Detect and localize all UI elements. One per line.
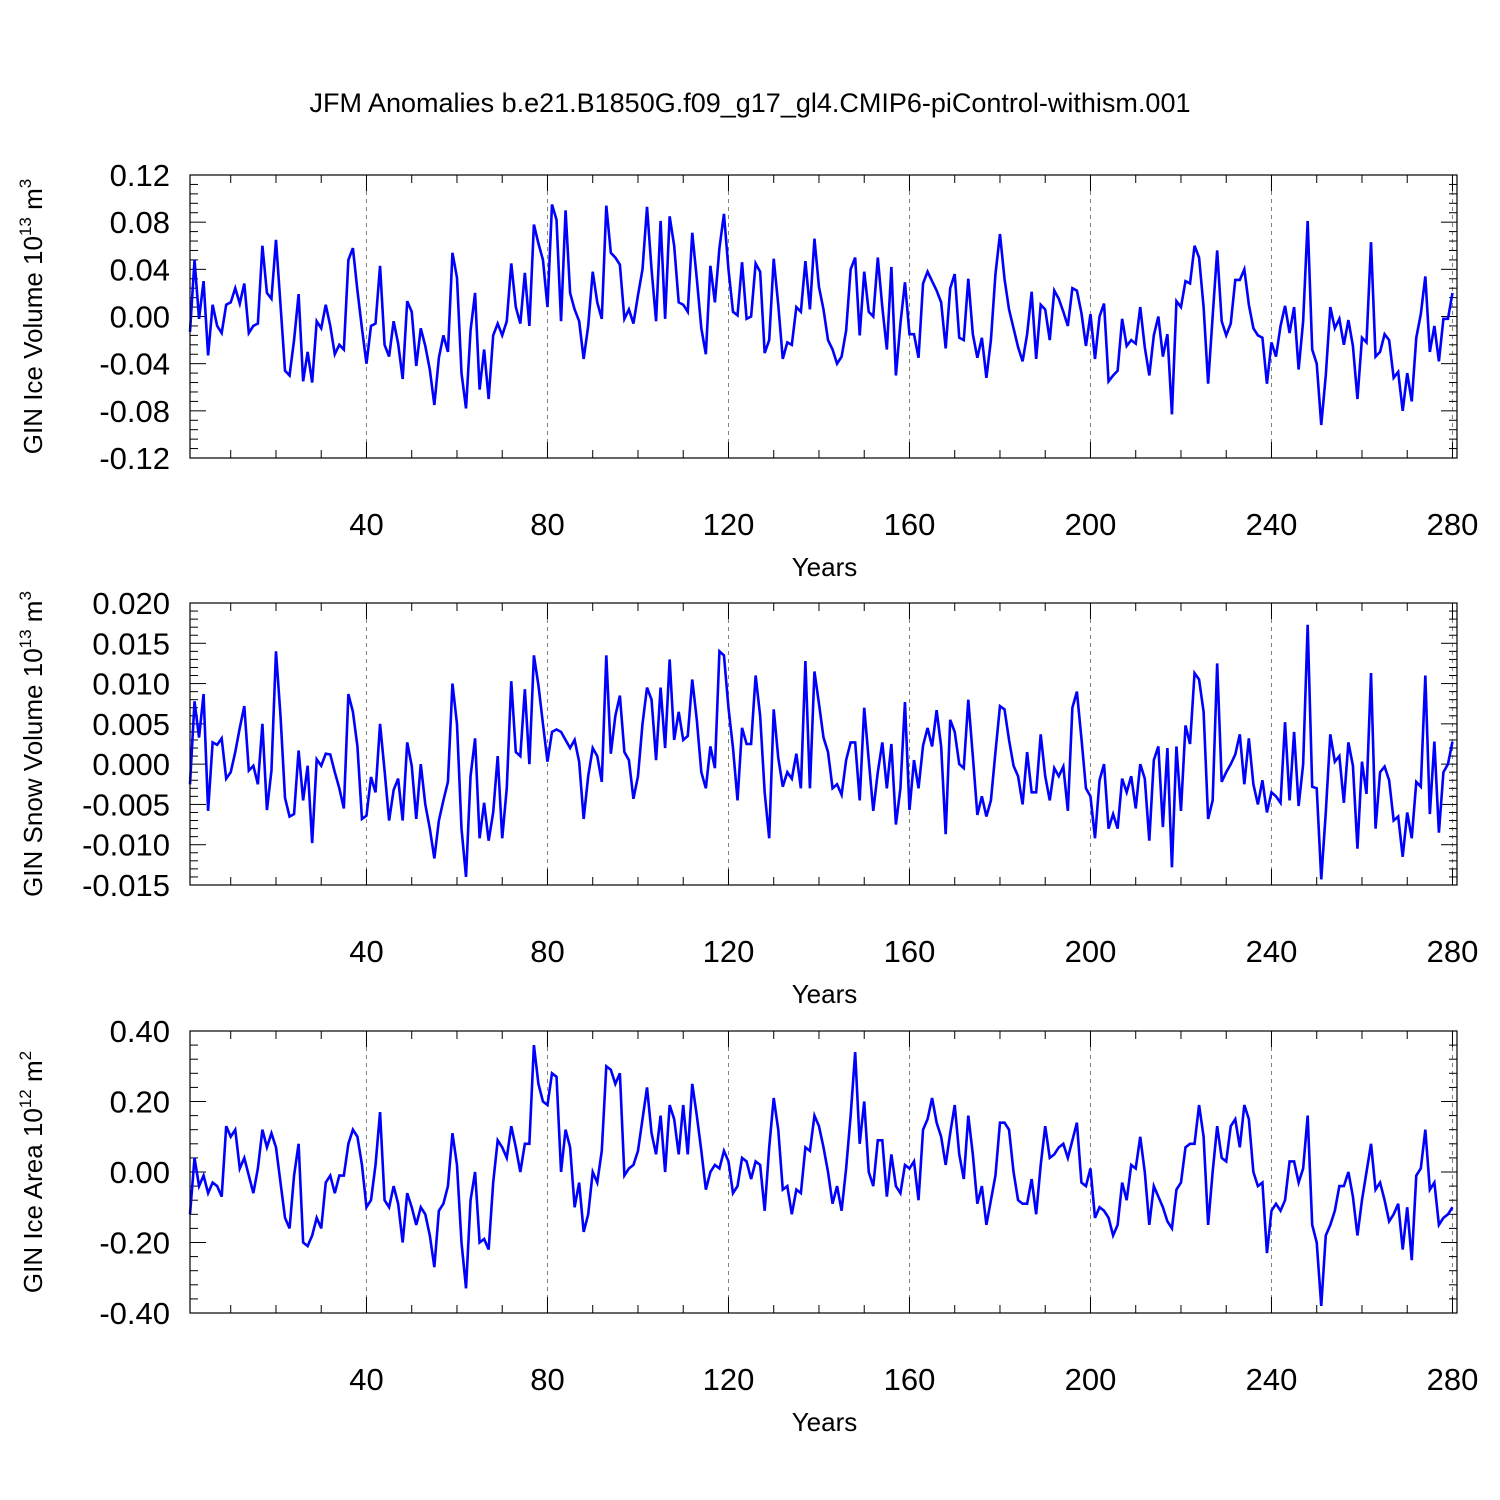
y-tick-label: 0.12 <box>110 158 170 193</box>
plot-frame <box>189 1030 1458 1314</box>
y-tick-label: 0.00 <box>110 1155 170 1190</box>
plot-frame <box>189 174 1458 459</box>
chart-panel-ice-area: -0.40 -0.20 0.00 0.20 0.40 40 80 120 160 200 240 28… <box>16 1014 1478 1437</box>
x-tick-label: 240 <box>1246 934 1298 969</box>
y-axis-label: GIN Ice Volume 1013 m3 <box>16 179 48 455</box>
x-tick-label: 280 <box>1427 1362 1479 1397</box>
x-tick-label: 160 <box>884 934 936 969</box>
y-tick-label: -0.12 <box>99 441 170 476</box>
y-tick-label: 0.40 <box>110 1014 170 1049</box>
y-tick-label: 0.20 <box>110 1085 170 1120</box>
y-tick-label: -0.08 <box>99 394 170 429</box>
series-line <box>188 204 1454 426</box>
panels: -0.12 -0.08 -0.04 0.00 0.04 0.08 0.12 40 80 120 16… <box>16 158 1478 1437</box>
x-tick-label: 120 <box>703 1362 755 1397</box>
y-tick-label: -0.40 <box>99 1296 170 1331</box>
y-axis-label-exponent: 13 <box>16 217 35 236</box>
x-tick-label: 280 <box>1427 507 1479 542</box>
y-axis-label-main: GIN Ice Area 10 <box>18 1108 48 1293</box>
chart-panel-ice-volume: -0.12 -0.08 -0.04 0.00 0.04 0.08 0.12 40 80 120 16… <box>16 158 1478 582</box>
y-tick-label: -0.04 <box>99 347 170 382</box>
x-tick-label: 160 <box>884 1362 936 1397</box>
y-tick-label: -0.20 <box>99 1226 170 1261</box>
y-axis-label-unit: m <box>18 1060 48 1089</box>
x-tick-label: 120 <box>703 507 755 542</box>
y-tick-label: 0.015 <box>92 626 170 661</box>
x-tick-label: 240 <box>1246 507 1298 542</box>
x-tick-label: 240 <box>1246 1362 1298 1397</box>
x-tick-label: 80 <box>530 1362 564 1397</box>
y-axis-label: GIN Ice Area 1012 m2 <box>16 1051 48 1293</box>
y-axis-label-exponent: 13 <box>16 629 35 648</box>
x-tick-label: 40 <box>349 934 383 969</box>
x-axis-label: Years <box>792 979 858 1009</box>
x-tick-label: 280 <box>1427 934 1479 969</box>
y-axis-label-unit-exponent: 3 <box>16 179 35 188</box>
y-axis-label: GIN Snow Volume 1013 m3 <box>16 591 48 897</box>
y-tick-label: 0.005 <box>92 707 170 742</box>
x-axis-label: Years <box>792 552 858 582</box>
y-tick-label: -0.005 <box>82 787 170 822</box>
y-axis-label-unit-exponent: 2 <box>16 1051 35 1060</box>
y-tick-label: 0.08 <box>110 205 170 240</box>
series-line <box>188 1044 1454 1307</box>
figure-title: JFM Anomalies b.e21.B1850G.f09_g17_gl4.C… <box>310 88 1191 118</box>
y-axis-label-unit: m <box>18 188 48 217</box>
plot-frame <box>189 602 1458 886</box>
x-tick-label: 40 <box>349 507 383 542</box>
x-tick-label: 200 <box>1065 1362 1117 1397</box>
y-axis-label-unit-exponent: 3 <box>16 591 35 600</box>
x-tick-label: 160 <box>884 507 936 542</box>
y-tick-label: 0.020 <box>92 586 170 621</box>
y-axis-label-unit: m <box>18 601 48 630</box>
y-tick-label: 0.000 <box>92 747 170 782</box>
y-tick-label: 0.04 <box>110 252 170 287</box>
y-axis-label-exponent: 12 <box>16 1089 35 1108</box>
x-tick-label: 120 <box>703 934 755 969</box>
y-tick-label: -0.015 <box>82 868 170 903</box>
x-axis-label: Years <box>792 1407 858 1437</box>
x-tick-label: 200 <box>1065 934 1117 969</box>
chart-panel-snow-volume: -0.015 -0.010 -0.005 0.000 0.005 0.010 0.015 0.… <box>16 586 1478 1009</box>
y-axis-label-main: GIN Ice Volume 10 <box>18 236 48 454</box>
x-tick-label: 40 <box>349 1362 383 1397</box>
y-tick-label: 0.00 <box>110 300 170 335</box>
series-line <box>188 624 1454 880</box>
x-tick-label: 80 <box>530 507 564 542</box>
y-tick-label: 0.010 <box>92 667 170 702</box>
x-tick-label: 200 <box>1065 507 1117 542</box>
y-tick-label: -0.010 <box>82 828 170 863</box>
y-axis-label-main: GIN Snow Volume 10 <box>18 648 48 897</box>
x-tick-label: 80 <box>530 934 564 969</box>
